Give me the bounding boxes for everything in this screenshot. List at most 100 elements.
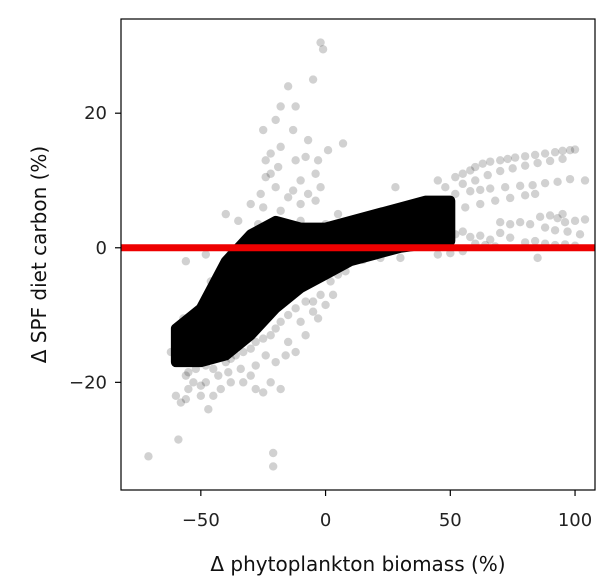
scatter-point	[283, 82, 293, 91]
scatter-point	[483, 170, 492, 180]
scatter-point	[308, 75, 318, 84]
scatter-point	[478, 159, 487, 168]
scatter-point	[221, 209, 230, 219]
scatter-point	[239, 347, 248, 357]
scatter-point	[565, 174, 575, 184]
scatter-point	[291, 304, 300, 313]
scatter-point	[303, 135, 313, 145]
scatter-point	[246, 199, 255, 209]
scatter-point	[236, 364, 245, 374]
scatter-point	[251, 361, 260, 370]
x-axis: −50 0 50 100	[182, 490, 592, 531]
scatter-point	[451, 189, 460, 199]
scatter-point	[308, 307, 318, 316]
dense-cloud-region	[170, 195, 456, 368]
x-axis-label: Δ phytoplankton biomass (%)	[210, 552, 505, 576]
scatter-point	[323, 146, 333, 155]
scatter-point	[563, 227, 572, 236]
scatter-point	[530, 189, 540, 199]
scatter-point	[226, 378, 235, 387]
scatter-point	[276, 206, 285, 215]
x-tick-label: 100	[558, 510, 592, 531]
scatter-point	[540, 178, 550, 188]
scatter-point	[486, 235, 495, 244]
scatter-point	[466, 232, 475, 242]
scatter-point	[520, 191, 530, 200]
scatter-point	[316, 290, 325, 300]
scatter-point	[466, 187, 475, 196]
scatter-point	[266, 149, 275, 158]
scatter-point	[273, 162, 283, 172]
scatter-point	[558, 154, 567, 164]
scatter-point	[196, 381, 206, 390]
y-axis: −20 0 20	[69, 103, 121, 393]
scatter-point	[545, 156, 555, 166]
scatter-point	[251, 384, 260, 394]
scatter-point	[533, 158, 542, 168]
scatter-point	[181, 394, 191, 404]
scatter-point	[451, 172, 460, 182]
scatter-point	[466, 166, 475, 175]
scatter-point	[196, 391, 206, 400]
scatter-point	[525, 220, 535, 229]
scatter-point	[266, 169, 275, 178]
scatter-point	[391, 183, 400, 192]
scatter-point	[515, 181, 525, 191]
scatter-point	[288, 125, 298, 135]
plot-frame	[120, 18, 596, 491]
scatter-point	[251, 337, 260, 347]
scatter-point	[318, 45, 328, 54]
scatter-point	[496, 218, 505, 227]
scatter-point	[491, 196, 500, 205]
scatter-point	[471, 162, 480, 172]
x-tick-label: 50	[439, 510, 462, 531]
scatter-point	[553, 213, 562, 223]
scatter-point	[461, 203, 470, 212]
scatter-point	[176, 398, 186, 407]
scatter-point	[575, 230, 585, 239]
scatter-point	[216, 384, 225, 394]
scatter-point	[303, 189, 313, 199]
scatter-point	[224, 368, 233, 377]
scatter-point	[271, 357, 280, 367]
scatter-point	[550, 226, 560, 235]
scatter-point	[296, 176, 305, 185]
scatter-point	[209, 391, 218, 400]
scatter-point	[268, 462, 278, 471]
scatter-point	[530, 150, 540, 160]
scatter-point	[570, 216, 580, 226]
scatter-point	[496, 166, 505, 176]
scatter-point	[458, 179, 467, 189]
scatter-point	[311, 169, 320, 178]
scatter-point	[508, 164, 517, 173]
scatter-point	[476, 199, 485, 209]
scatter-point	[515, 218, 525, 227]
scatter-point	[246, 344, 255, 353]
scatter-point	[565, 146, 575, 155]
scatter-point	[558, 146, 567, 156]
scatter-point	[321, 300, 330, 310]
scatter-point	[528, 180, 537, 190]
scatter-point	[441, 183, 450, 192]
scatter-point	[239, 378, 248, 387]
scatter-point	[503, 154, 512, 164]
scatter-point	[201, 250, 211, 259]
scatter-point	[271, 324, 280, 333]
scatter-point	[333, 209, 343, 219]
scatter-point	[570, 145, 580, 154]
scatter-point	[520, 161, 530, 170]
y-tick-label: 20	[84, 103, 107, 124]
scatter-point	[316, 183, 325, 192]
scatter-point	[476, 185, 485, 195]
scatter-point	[433, 176, 443, 185]
scatter-point	[311, 196, 320, 205]
scatter-point	[171, 391, 181, 400]
scatter-point	[234, 216, 243, 226]
scatter-point	[288, 186, 298, 195]
scatter-point	[181, 257, 191, 266]
scatter-point	[558, 209, 567, 219]
scatter-point	[256, 189, 265, 199]
scatter-point	[486, 184, 495, 193]
scatter-point	[520, 152, 530, 161]
dense-point-cloud	[170, 195, 456, 368]
